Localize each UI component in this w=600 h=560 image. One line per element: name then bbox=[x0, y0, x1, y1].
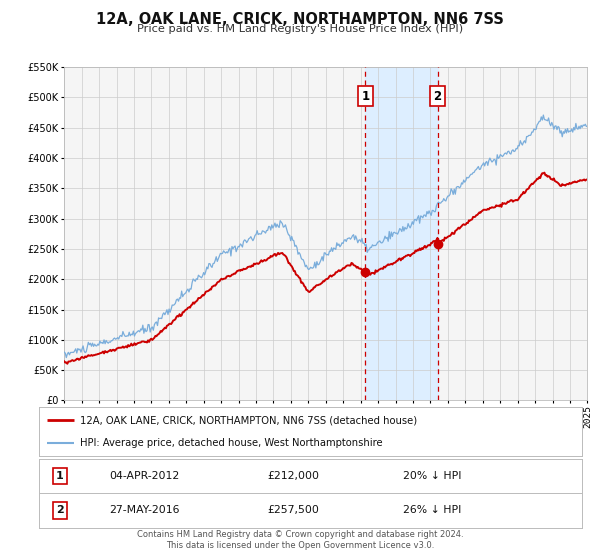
Text: 2: 2 bbox=[56, 506, 64, 515]
Text: £257,500: £257,500 bbox=[267, 506, 319, 515]
Text: Contains HM Land Registry data © Crown copyright and database right 2024.: Contains HM Land Registry data © Crown c… bbox=[137, 530, 463, 539]
Bar bbox=[365, 67, 437, 400]
Text: £212,000: £212,000 bbox=[267, 472, 319, 481]
Text: 12A, OAK LANE, CRICK, NORTHAMPTON, NN6 7SS: 12A, OAK LANE, CRICK, NORTHAMPTON, NN6 7… bbox=[96, 12, 504, 27]
Text: 27-MAY-2016: 27-MAY-2016 bbox=[110, 506, 180, 515]
Text: 04-APR-2012: 04-APR-2012 bbox=[110, 472, 180, 481]
Text: This data is licensed under the Open Government Licence v3.0.: This data is licensed under the Open Gov… bbox=[166, 541, 434, 550]
Text: HPI: Average price, detached house, West Northamptonshire: HPI: Average price, detached house, West… bbox=[80, 438, 382, 448]
Text: 1: 1 bbox=[56, 472, 64, 481]
Text: 1: 1 bbox=[361, 90, 370, 103]
Text: 26% ↓ HPI: 26% ↓ HPI bbox=[403, 506, 461, 515]
Text: 12A, OAK LANE, CRICK, NORTHAMPTON, NN6 7SS (detached house): 12A, OAK LANE, CRICK, NORTHAMPTON, NN6 7… bbox=[80, 416, 417, 426]
Text: 20% ↓ HPI: 20% ↓ HPI bbox=[403, 472, 461, 481]
Text: Price paid vs. HM Land Registry's House Price Index (HPI): Price paid vs. HM Land Registry's House … bbox=[137, 24, 463, 34]
Text: 2: 2 bbox=[434, 90, 442, 103]
